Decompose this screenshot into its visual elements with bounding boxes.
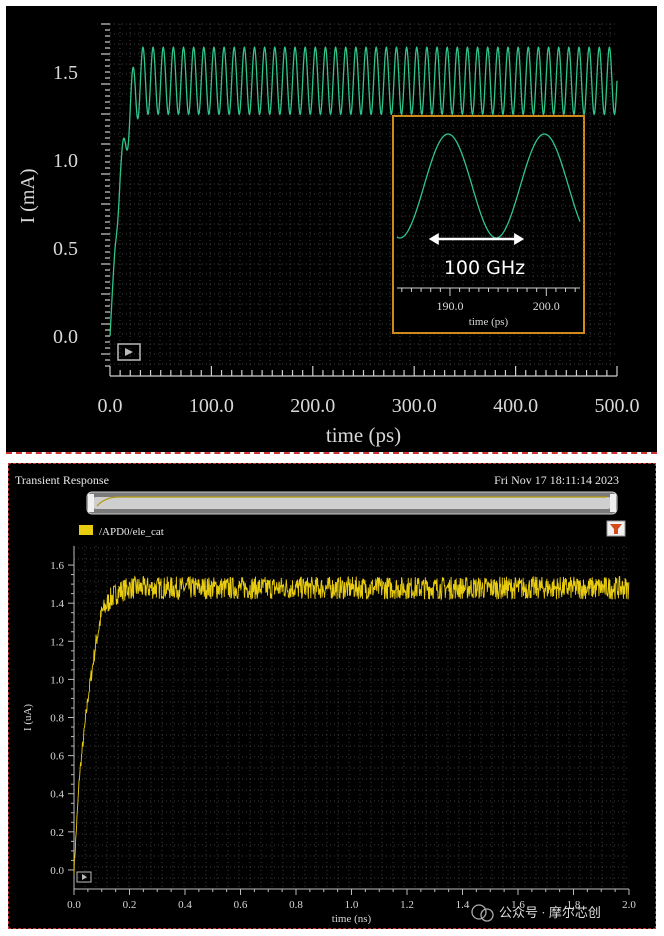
x-tick-label: 1.0 (345, 899, 359, 911)
y-tick-label: 0.5 (53, 238, 78, 260)
arrow-right-head (514, 233, 525, 245)
x-axis (109, 366, 618, 377)
current-trace-series (109, 46, 618, 337)
x-tick-label: 200.0 (290, 395, 335, 417)
inset-x-axis-title: time (ps) (469, 316, 509, 328)
inset-trace-series (396, 133, 581, 239)
legend-label: /APD0/ele_cat (99, 526, 164, 538)
y-axis-title: I (uA) (22, 704, 34, 732)
y-tick-label: 0.4 (50, 789, 64, 801)
x-tick-label: 300.0 (392, 395, 437, 417)
filter-funnel-icon (610, 524, 622, 534)
y-axis (68, 546, 75, 889)
wechat-logo-icon (471, 904, 487, 920)
y-axis (101, 23, 110, 367)
x-axis (73, 888, 630, 895)
x-tick-label: 2.0 (622, 899, 636, 911)
y-tick-label: 1.0 (50, 674, 64, 686)
lower-chart-panel: Transient Response Fri Nov 17 18:11:14 20… (8, 463, 656, 929)
y-axis-title: I (mA) (17, 169, 39, 224)
overview-right-handle[interactable] (610, 494, 616, 512)
upper-current-chart: 0.0 0.5 1.0 1.5 0.0 100.0 200.0 300.0 400.0 500.0… (17, 23, 640, 447)
y-tick-label: 1.2 (50, 636, 64, 648)
x-tick-label: 0.6 (234, 899, 248, 911)
wechat-logo-icon-2 (480, 908, 494, 922)
panel-divider (6, 452, 657, 454)
y-tick-label: 0.0 (53, 326, 78, 348)
y-tick-label: 0.0 (50, 865, 64, 877)
watermark-text: 公众号 · 摩尔芯创 (499, 905, 601, 920)
x-tick-label: 1.2 (400, 899, 414, 911)
overview-track (93, 497, 611, 509)
x-tick-label: 1.4 (456, 899, 470, 911)
play-triangle-icon (125, 348, 133, 356)
y-tick-label: 1.5 (53, 62, 78, 84)
x-tick-label: 100.0 (189, 395, 234, 417)
x-axis-title: time (ps) (326, 423, 401, 447)
x-tick-label: 0.4 (178, 899, 192, 911)
y-tick-label: 0.8 (50, 713, 64, 725)
x-tick-label: 0.2 (123, 899, 137, 911)
inset-x-tick-label: 200.0 (533, 299, 560, 313)
inset-x-tick-label: 190.0 (436, 299, 463, 313)
play-icon[interactable] (117, 343, 141, 361)
y-tick-label: 0.6 (50, 751, 64, 763)
inset-annotation: 100 GHz (444, 257, 525, 279)
x-tick-label: 1.8 (567, 899, 581, 911)
play-icon[interactable] (76, 871, 92, 883)
y-tick-label: 1.6 (50, 560, 64, 572)
legend-swatch (79, 525, 93, 535)
transient-response-chart: Transient Response Fri Nov 17 18:11:14 20… (15, 473, 636, 925)
overview-trace (96, 496, 607, 507)
x-axis-title: time (ns) (332, 913, 372, 925)
x-tick-label: 1.6 (511, 899, 525, 911)
chart-timestamp: Fri Nov 17 18:11:14 2023 (494, 473, 619, 487)
inset-grid (397, 120, 584, 286)
chart-header-title: Transient Response (15, 473, 109, 487)
y-tick-label: 0.2 (50, 827, 64, 839)
y-tick-label: 1.0 (53, 150, 78, 172)
x-tick-label: 500.0 (595, 395, 640, 417)
x-tick-label: 0.8 (289, 899, 303, 911)
zoom-inset-frame (392, 115, 585, 334)
x-tick-label: 400.0 (493, 395, 538, 417)
current-trace-series (73, 575, 630, 875)
overview-left-handle[interactable] (88, 494, 94, 512)
upper-chart-panel: 0.0 0.5 1.0 1.5 0.0 100.0 200.0 300.0 400.0 500.0… (6, 6, 657, 452)
arrow-left-head (428, 233, 439, 245)
plot-grid (73, 546, 629, 890)
x-tick-label: 0.0 (98, 395, 123, 417)
x-tick-label: 0.0 (67, 899, 81, 911)
y-tick-label: 1.4 (50, 598, 64, 610)
inset-x-axis (397, 287, 580, 296)
play-triangle-icon (82, 874, 87, 880)
